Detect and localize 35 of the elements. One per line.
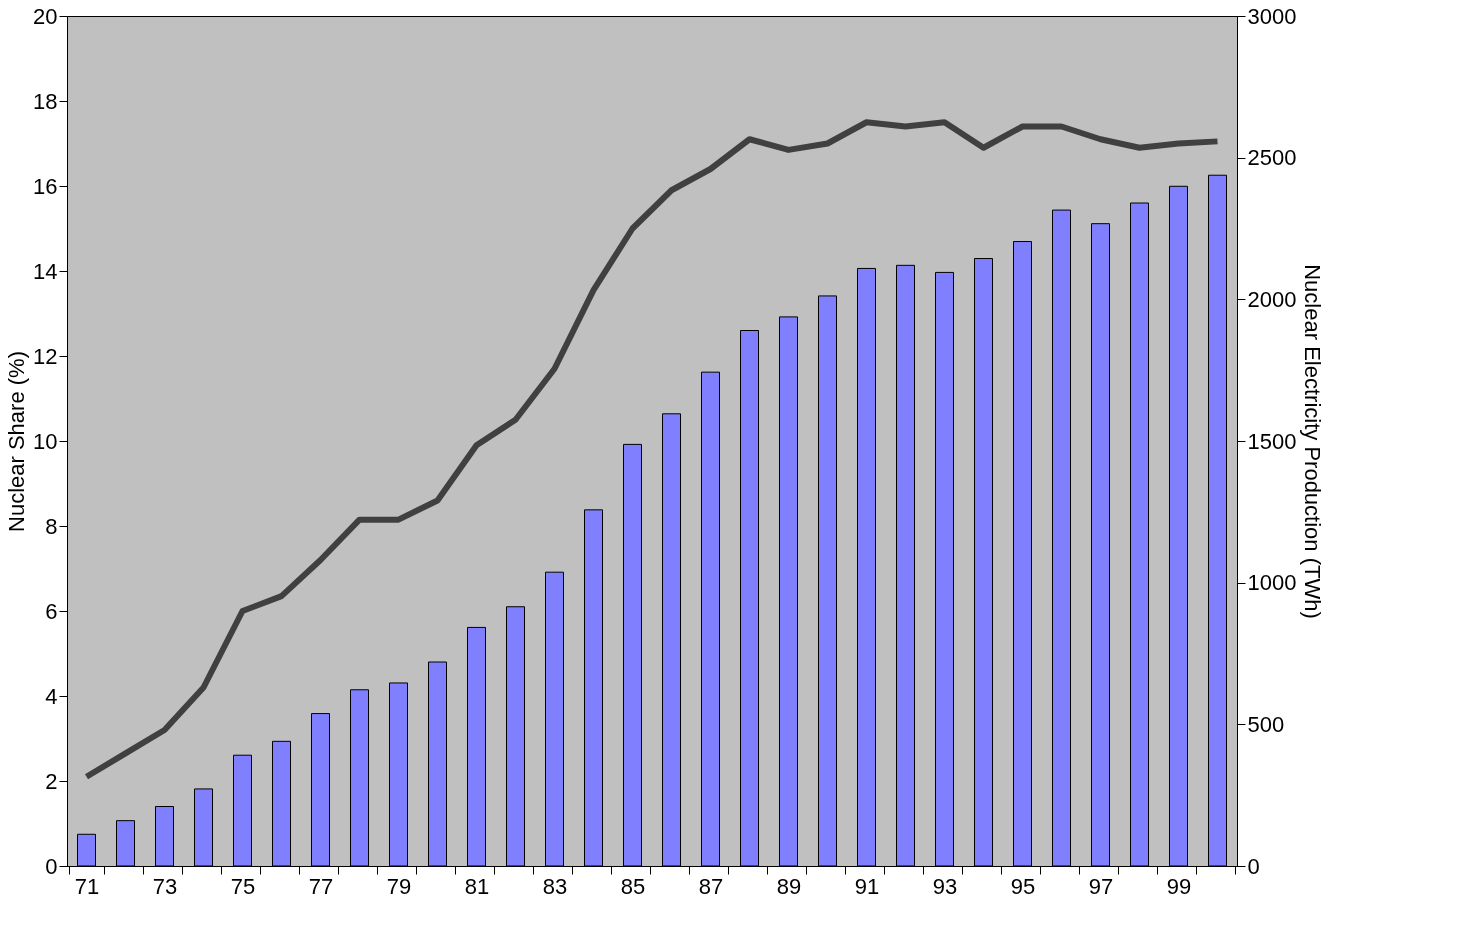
x-tick-label: 77 <box>308 873 334 899</box>
x-tick-label: 99 <box>1166 873 1192 899</box>
x-tick-label: 97 <box>1088 873 1114 899</box>
x-tick-label: 93 <box>932 873 958 899</box>
y-tick-label: 16 <box>33 173 58 199</box>
x-tick-label: 87 <box>698 873 724 899</box>
y2-tick-label: 2000 <box>1247 286 1297 312</box>
x-tick-label: 83 <box>542 873 568 899</box>
x-tick-label: 91 <box>854 873 880 899</box>
x-tick-label: 73 <box>152 873 178 899</box>
x-tick-label: 95 <box>1010 873 1036 899</box>
y2-tick-label: 1500 <box>1247 428 1297 454</box>
x-tick-label: 81 <box>464 873 490 899</box>
x-tick-label: 85 <box>620 873 646 899</box>
y-tick-label: 20 <box>33 3 58 29</box>
y-tick-label: 12 <box>33 343 58 369</box>
y-tick-label: 14 <box>33 258 58 284</box>
y-tick-label: 8 <box>45 513 58 539</box>
y-tick-label: 18 <box>33 88 58 114</box>
y-axis-title: Nuclear Share (%) <box>4 351 30 532</box>
y2-tick-label: 2500 <box>1247 145 1297 171</box>
y2-tick-label: 500 <box>1247 711 1285 737</box>
y2-tick-label: 0 <box>1247 853 1260 879</box>
y2-axis-title: Nuclear Electricity Production (TWh) <box>1300 264 1326 619</box>
y-tick-label: 2 <box>45 768 58 794</box>
x-tick-label: 89 <box>776 873 802 899</box>
y2-tick-label: 3000 <box>1247 3 1297 29</box>
x-tick-label: 79 <box>386 873 412 899</box>
x-tick-label: 71 <box>74 873 100 899</box>
y-tick-label: 0 <box>45 853 58 879</box>
y-tick-label: 10 <box>33 428 58 454</box>
y-tick-label: 6 <box>45 598 58 624</box>
x-tick-label: 75 <box>230 873 256 899</box>
y-tick-label: 4 <box>45 683 58 709</box>
y2-tick-label: 1000 <box>1247 570 1297 596</box>
